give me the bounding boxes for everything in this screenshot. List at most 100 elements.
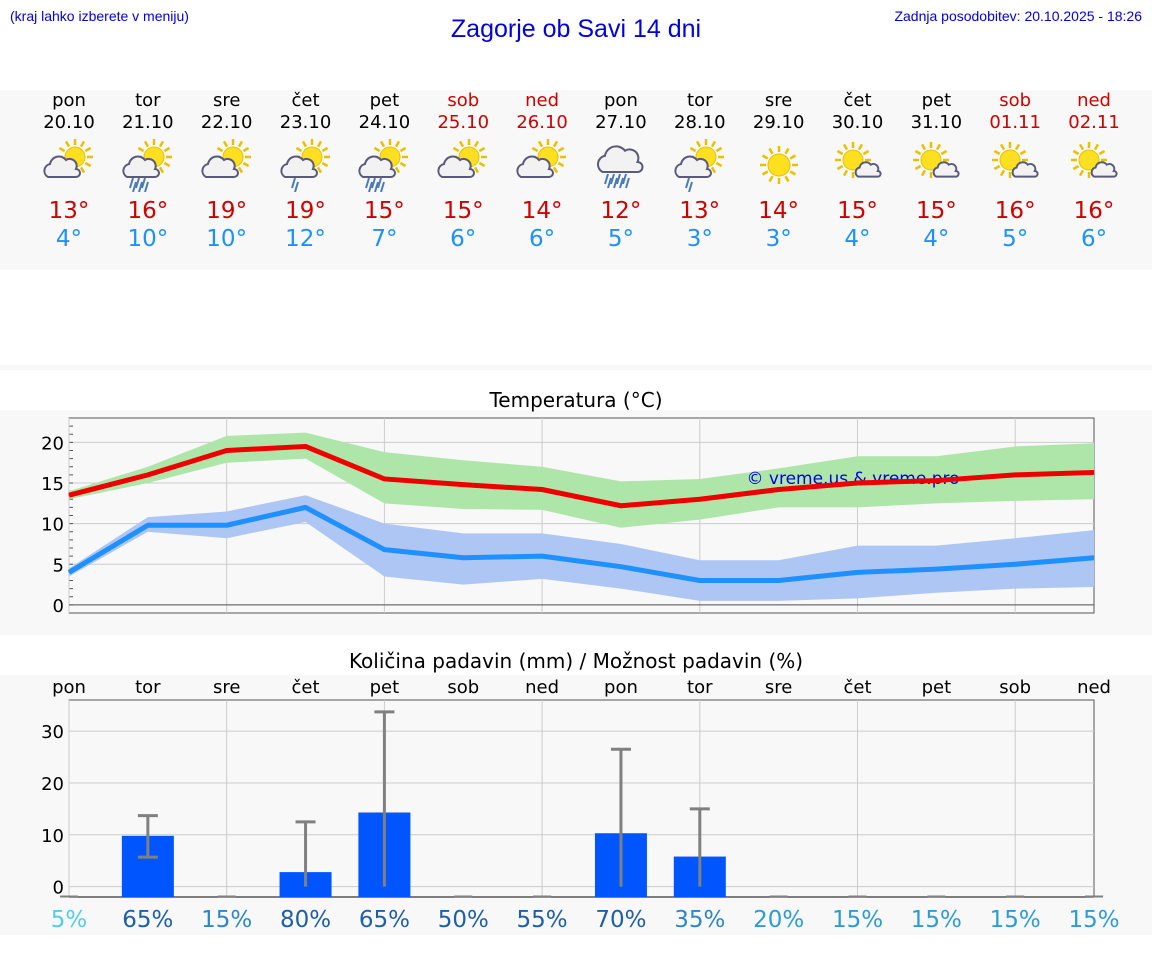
x-category-label: sob <box>447 677 479 698</box>
day-name: pet <box>921 90 952 111</box>
min-temp-point <box>541 555 543 557</box>
min-temp-line <box>67 504 1095 583</box>
sun-ray <box>789 154 796 160</box>
day-name: čet <box>843 90 872 111</box>
sun-ray <box>321 146 328 153</box>
sun-ray <box>158 166 164 174</box>
sun-ray <box>553 140 559 148</box>
cloud-shape <box>358 155 397 178</box>
day-date: 29.10 <box>752 112 805 133</box>
sun-ray <box>321 161 328 168</box>
precip-probability: 70% <box>595 907 646 933</box>
day-date: 24.10 <box>358 112 411 133</box>
sun-ray <box>941 149 948 156</box>
day-min-temp: 7° <box>371 226 398 252</box>
day-min-temp: 4° <box>844 226 871 252</box>
raindrop <box>684 177 690 189</box>
sun-icon <box>759 146 798 184</box>
day-name: sob <box>999 90 1032 111</box>
cloud-shape <box>674 155 712 178</box>
sun-cloud-rain-icon <box>358 139 409 192</box>
sun-ray <box>689 146 697 153</box>
sun-ray <box>842 143 848 151</box>
day-min-temp: 10° <box>127 226 169 252</box>
sun-ray <box>761 154 769 160</box>
max-temp-point <box>620 505 622 507</box>
precipitation-chart: pon tor sre čet pet sob ned pon tor sre čet pet sob n… <box>41 677 1120 933</box>
min-temp-point <box>1014 563 1016 565</box>
x-category-label: pet <box>922 677 952 698</box>
day-min-temp: 6° <box>529 226 556 252</box>
max-temp-point <box>935 480 937 482</box>
x-category-label: pon <box>604 677 638 698</box>
x-category-label: sre <box>765 677 792 698</box>
raindrop <box>609 173 615 185</box>
day-max-temp: 12° <box>600 198 642 224</box>
raindrop <box>371 177 377 189</box>
precip-probability: 65% <box>359 907 410 933</box>
plot-area <box>68 699 1095 898</box>
precip-probability: 65% <box>122 907 173 933</box>
day-date: 28.10 <box>674 112 726 133</box>
day-name: sre <box>764 90 793 111</box>
x-category-label: ned <box>525 677 559 698</box>
day-min-temp: 6° <box>450 226 477 252</box>
day-max-temp: 19° <box>206 198 248 224</box>
sun-ray <box>84 161 92 168</box>
sun-ray <box>143 140 149 148</box>
icon-drawing <box>279 139 330 192</box>
sun-ray <box>163 146 171 153</box>
day-max-temp: 16° <box>994 198 1036 224</box>
sun-cloud-light-rain-icon <box>674 139 724 192</box>
sun-ray <box>1000 169 1006 177</box>
cloud-shape <box>1090 161 1118 178</box>
day-min-temp: 3° <box>765 226 792 252</box>
sun-ray <box>237 140 243 148</box>
temperature-chart-title: Temperatura (°C) <box>489 388 663 412</box>
sun-ray <box>1078 143 1085 151</box>
sun-small-cloud-icon <box>992 142 1039 178</box>
max-temp-point <box>857 482 858 484</box>
sun-ray <box>993 164 1001 171</box>
cloud-shape <box>201 155 239 178</box>
precip-probability: 50% <box>438 907 489 933</box>
day-max-temp: 14° <box>758 198 800 224</box>
last-update: Zadnja posodobitev: 20.10.2025 - 18:26 <box>894 8 1142 24</box>
cloud-shape <box>516 155 555 178</box>
sun-ray <box>1000 143 1006 151</box>
day-date: 30.10 <box>831 112 884 133</box>
sun-ray <box>158 140 164 148</box>
sun-ray <box>921 169 927 177</box>
day-date: 25.10 <box>437 112 490 133</box>
icon-drawing <box>358 139 409 192</box>
sun-ray <box>380 140 386 148</box>
sun-ray <box>58 146 66 153</box>
raindrop <box>143 181 149 192</box>
raindrop <box>137 181 143 192</box>
sun-ray <box>316 166 322 174</box>
day-date: 20.10 <box>43 112 95 133</box>
sun-ray <box>374 146 381 153</box>
raindrop <box>377 177 383 189</box>
day-name: ned <box>1077 90 1111 111</box>
sun-ray <box>64 140 71 148</box>
sun-ray <box>1019 149 1027 156</box>
sun-ray <box>163 161 171 168</box>
day-date: 02.11 <box>1068 112 1120 133</box>
sun-ray <box>400 161 407 168</box>
x-category-label: čet <box>292 677 320 698</box>
x-category-label: tor <box>135 677 161 698</box>
icon-drawing <box>992 142 1039 178</box>
min-temp-point <box>147 524 149 526</box>
raindrop <box>290 177 296 189</box>
min-temp-point <box>620 566 622 568</box>
sun-ray <box>789 170 796 176</box>
sun-ray <box>1072 149 1080 156</box>
day-name: čet <box>291 90 320 111</box>
sun-ray <box>459 140 465 148</box>
precip-probability: 20% <box>753 907 804 933</box>
day-min-temp: 12° <box>285 226 326 252</box>
min-temp-point <box>1093 557 1095 559</box>
precip-probability: 15% <box>1068 907 1119 933</box>
max-temp-point <box>699 498 701 500</box>
